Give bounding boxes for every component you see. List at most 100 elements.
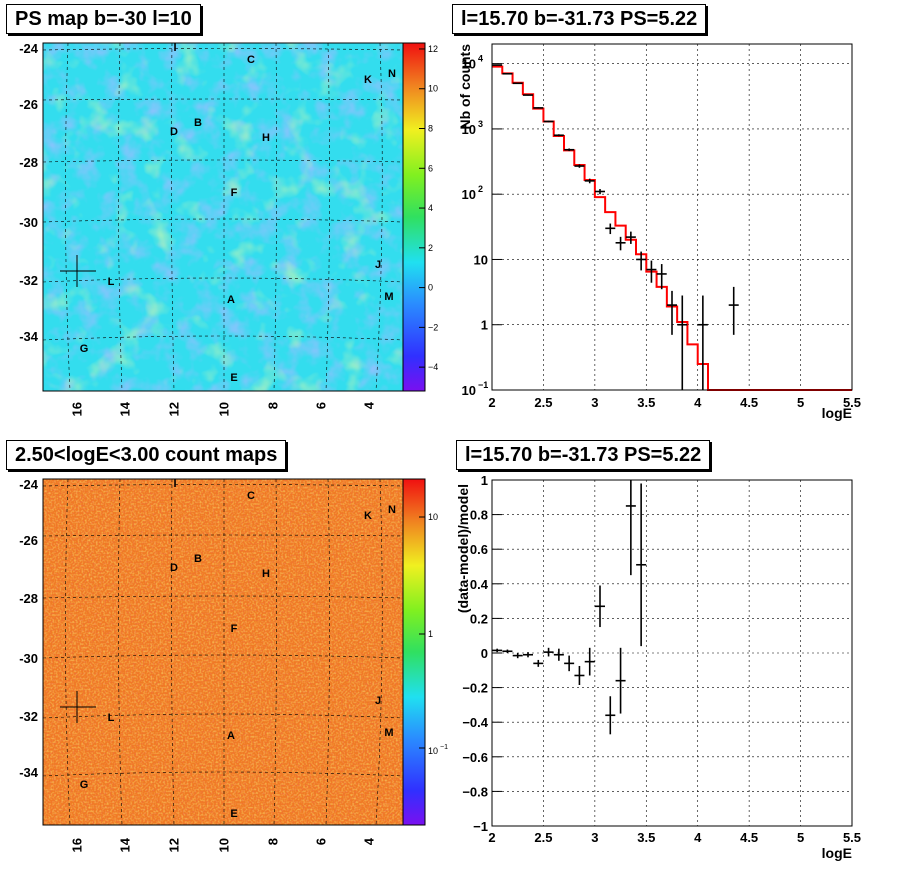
source-label-c: C (247, 54, 255, 66)
spectrum-y-tick-exponent: 4 (478, 54, 483, 64)
source-label-i: I (173, 42, 176, 54)
data-point (492, 64, 503, 66)
residual-point (636, 483, 647, 647)
ps-colorbar-tick: 6 (428, 163, 433, 173)
residual-y-tick: 1 (481, 473, 488, 488)
spectrum-x-tick: 4.5 (740, 395, 758, 410)
residual-ylabel: (data-model)/model (455, 484, 471, 613)
residual-point (512, 653, 523, 659)
ps-map-grid (42, 42, 404, 392)
residual-y-tick: −0.6 (462, 750, 488, 765)
residual-point (523, 652, 533, 658)
count-colorbar (402, 478, 426, 826)
residual-y-tick: 0.2 (470, 611, 488, 626)
spectrum-y-tick-exponent: −1 (478, 380, 488, 390)
map-x-tick: 14 (117, 401, 132, 416)
spectrum-title: l=15.70 b=-31.73 PS=5.22 (452, 4, 707, 34)
map-x-tick: 8 (265, 838, 280, 845)
residual-y-tick: −1 (473, 819, 488, 834)
data-point (543, 120, 554, 123)
source-label-j: J (375, 695, 381, 707)
spectrum-xlabel: logE (822, 405, 852, 421)
ps-colorbar-tick: 0 (428, 283, 433, 293)
residual-point (492, 648, 503, 653)
map-y-tick: -28 (19, 155, 38, 170)
residual-y-tick: −0.8 (462, 784, 488, 799)
residual-y-tick: 0.6 (470, 542, 488, 557)
spectrum-x-tick: 4 (694, 395, 702, 410)
source-label-g: G (80, 779, 89, 791)
spectrum-ylabel: Nb of counts (457, 44, 473, 130)
data-point (512, 82, 523, 85)
ps-colorbar (402, 42, 426, 392)
residual-x-tick: 5 (797, 830, 804, 845)
source-label-l: L (108, 712, 115, 724)
ps-colorbar-tick: 2 (428, 243, 433, 253)
data-point (605, 223, 616, 235)
data-point (502, 72, 513, 75)
map-y-tick: -30 (19, 651, 38, 666)
spectrum-y-tick-exponent: 2 (478, 184, 483, 194)
residual-y-tick: 0.8 (470, 508, 488, 523)
count-map-title: 2.50<logE<3.00 count maps (6, 440, 287, 470)
map-x-tick: 12 (166, 402, 181, 416)
count-colorbar-tick: 10 (428, 746, 438, 756)
residual-point (564, 655, 575, 672)
spectrum-y-tick: 10 (462, 383, 476, 398)
source-label-k: K (364, 510, 372, 522)
count-colorbar-tick: 1 (428, 629, 433, 639)
spectrum-y-tick: 1 (481, 318, 488, 333)
ps-map-green-texture (43, 43, 403, 391)
source-label-f: F (231, 187, 238, 199)
data-point (697, 295, 708, 390)
map-y-tick: -34 (19, 765, 39, 780)
map-x-tick: 14 (117, 837, 132, 852)
map-y-tick: -24 (19, 41, 39, 56)
count-colorbar-tick-exponent: −1 (440, 744, 448, 751)
source-label-e: E (230, 808, 237, 820)
count-map-grid (42, 478, 404, 826)
residual-point (543, 647, 554, 657)
residual-x-tick: 5.5 (843, 830, 861, 845)
source-label-k: K (364, 74, 372, 86)
source-label-m: M (384, 727, 393, 739)
residual-point (595, 585, 605, 628)
map-y-tick: -26 (19, 533, 38, 548)
ps-colorbar-tick: 4 (428, 203, 433, 213)
residual-point (625, 480, 636, 576)
residual-xlabel: logE (822, 845, 852, 861)
residual-y-tick: 0 (481, 646, 488, 661)
ps-colorbar-tick: −4 (428, 362, 438, 372)
residual-x-tick: 2.5 (534, 830, 552, 845)
residual-x-tick: 4.5 (740, 830, 758, 845)
data-point (636, 251, 647, 271)
source-label-i: I (173, 478, 176, 490)
map-x-tick: 16 (69, 402, 84, 416)
residual-x-tick: 4 (694, 830, 702, 845)
source-label-b: B (194, 553, 202, 565)
data-point (728, 286, 739, 335)
residual-point (584, 647, 595, 676)
residual-title: l=15.70 b=-31.73 PS=5.22 (456, 440, 711, 470)
map-y-tick: -28 (19, 591, 38, 606)
map-x-tick: 10 (216, 838, 231, 852)
source-label-a: A (227, 294, 235, 306)
source-label-d: D (170, 562, 178, 574)
data-point (584, 178, 595, 184)
source-label-h: H (262, 132, 270, 144)
map-x-tick: 6 (313, 838, 328, 845)
map-x-tick: 8 (265, 402, 280, 409)
map-x-tick: 4 (361, 401, 376, 409)
map-y-tick: -34 (19, 329, 39, 344)
source-label-g: G (80, 343, 89, 355)
data-point (553, 134, 564, 137)
source-label-c: C (247, 490, 255, 502)
spectrum-y-tick: 10 (462, 122, 476, 137)
spectrum-x-tick: 3 (591, 395, 598, 410)
map-y-tick: -26 (19, 97, 38, 112)
map-y-tick: -30 (19, 215, 38, 230)
data-point (595, 189, 605, 195)
residual-point (605, 696, 616, 735)
